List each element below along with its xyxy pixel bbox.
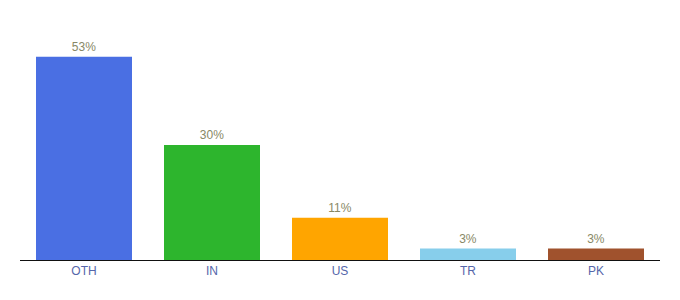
svg-text:11%: 11%: [328, 201, 351, 215]
svg-text:TR: TR: [460, 264, 476, 278]
svg-text:IN: IN: [206, 264, 218, 278]
svg-text:3%: 3%: [459, 232, 477, 246]
svg-text:53%: 53%: [72, 40, 96, 54]
svg-text:US: US: [332, 264, 349, 278]
svg-text:OTH: OTH: [71, 264, 96, 278]
svg-text:PK: PK: [588, 264, 604, 278]
svg-text:30%: 30%: [200, 128, 224, 142]
svg-text:3%: 3%: [587, 232, 605, 246]
